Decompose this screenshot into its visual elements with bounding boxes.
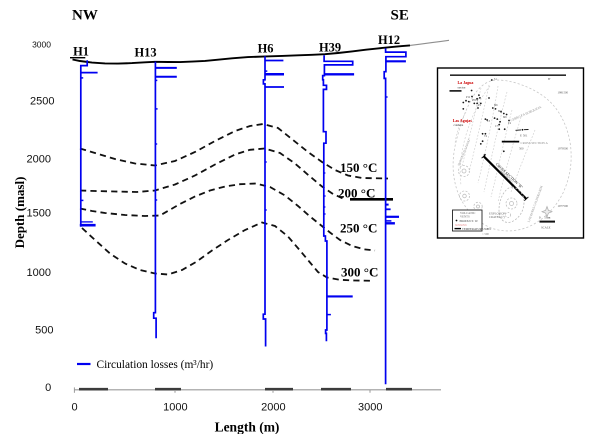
svg-text:H6: H6 <box>258 42 274 56</box>
svg-text:sector: sector <box>458 86 467 90</box>
svg-text:EXPLOSION: EXPLOSION <box>489 212 507 216</box>
svg-text:H13: H13 <box>134 46 156 60</box>
svg-text:B': B' <box>548 77 551 81</box>
svg-text:2500: 2500 <box>30 96 54 108</box>
svg-text:SE: SE <box>391 8 409 24</box>
svg-text:1977500: 1977500 <box>558 204 569 208</box>
svg-text:1500: 1500 <box>27 207 51 219</box>
svg-text:M2: M2 <box>498 110 502 113</box>
svg-text:300 °C: 300 °C <box>341 265 378 280</box>
svg-text:P12: P12 <box>466 96 471 99</box>
svg-text:M9: M9 <box>503 116 507 119</box>
svg-text:TEMPERATURE WE: TEMPERATURE WE <box>462 227 489 231</box>
svg-text:P4: P4 <box>478 104 481 107</box>
svg-text:M6: M6 <box>494 104 498 107</box>
svg-text:1000: 1000 <box>163 402 187 414</box>
svg-text:CROSS SECTION A: CROSS SECTION A <box>521 141 549 145</box>
svg-text:200 °C: 200 °C <box>338 186 375 201</box>
svg-text:CRATER (?): CRATER (?) <box>489 215 505 219</box>
svg-text:VENTS: VENTS <box>460 215 470 219</box>
svg-text:H12: H12 <box>378 33 400 47</box>
svg-text:1979500: 1979500 <box>558 147 569 151</box>
svg-text:caldera: caldera <box>454 123 464 127</box>
svg-text:2000: 2000 <box>27 153 51 165</box>
svg-text:250 °C: 250 °C <box>340 221 377 236</box>
svg-text:SCALE: SCALE <box>541 226 551 230</box>
svg-text:PRODUCT. W.: PRODUCT. W. <box>460 219 479 223</box>
svg-text:3000: 3000 <box>32 40 51 50</box>
svg-text:3000: 3000 <box>358 402 382 414</box>
svg-text:Las Agujas: Las Agujas <box>453 118 472 123</box>
svg-text:V2: V2 <box>484 135 488 138</box>
svg-text:— 500: — 500 <box>482 227 492 231</box>
svg-text:1981500: 1981500 <box>558 91 569 95</box>
svg-text:F. 501: F. 501 <box>520 134 528 138</box>
svg-text:VOLCANIC: VOLCANIC <box>460 211 476 215</box>
svg-text:~~~~~~~: ~~~~~~~ <box>455 223 467 227</box>
svg-text:T4: T4 <box>508 122 512 125</box>
svg-text:~ 500: ~ 500 <box>482 232 489 236</box>
svg-text:0 1 km: 0 1 km <box>539 216 551 220</box>
svg-text:La Jagua: La Jagua <box>458 80 474 85</box>
svg-text:Length (m): Length (m) <box>215 420 280 434</box>
svg-text:C3: C3 <box>487 120 491 123</box>
svg-text:0: 0 <box>72 402 78 414</box>
svg-text:P8 P9: P8 P9 <box>472 99 479 102</box>
svg-text:C7: C7 <box>495 125 499 128</box>
svg-text:H39: H39 <box>319 41 341 55</box>
svg-text:1000: 1000 <box>27 267 51 279</box>
svg-text:150 °C: 150 °C <box>340 160 377 175</box>
svg-text:0: 0 <box>45 382 51 394</box>
svg-text:500: 500 <box>35 325 53 337</box>
svg-text:S1: S1 <box>494 78 497 81</box>
svg-text:2000: 2000 <box>261 402 285 414</box>
svg-text:H1: H1 <box>73 44 89 58</box>
svg-text:NW: NW <box>72 8 98 24</box>
svg-text:Depth (masl): Depth (masl) <box>12 177 27 249</box>
svg-text:500: 500 <box>519 147 524 151</box>
svg-text:Circulation losses (m³/hr): Circulation losses (m³/hr) <box>97 359 214 371</box>
